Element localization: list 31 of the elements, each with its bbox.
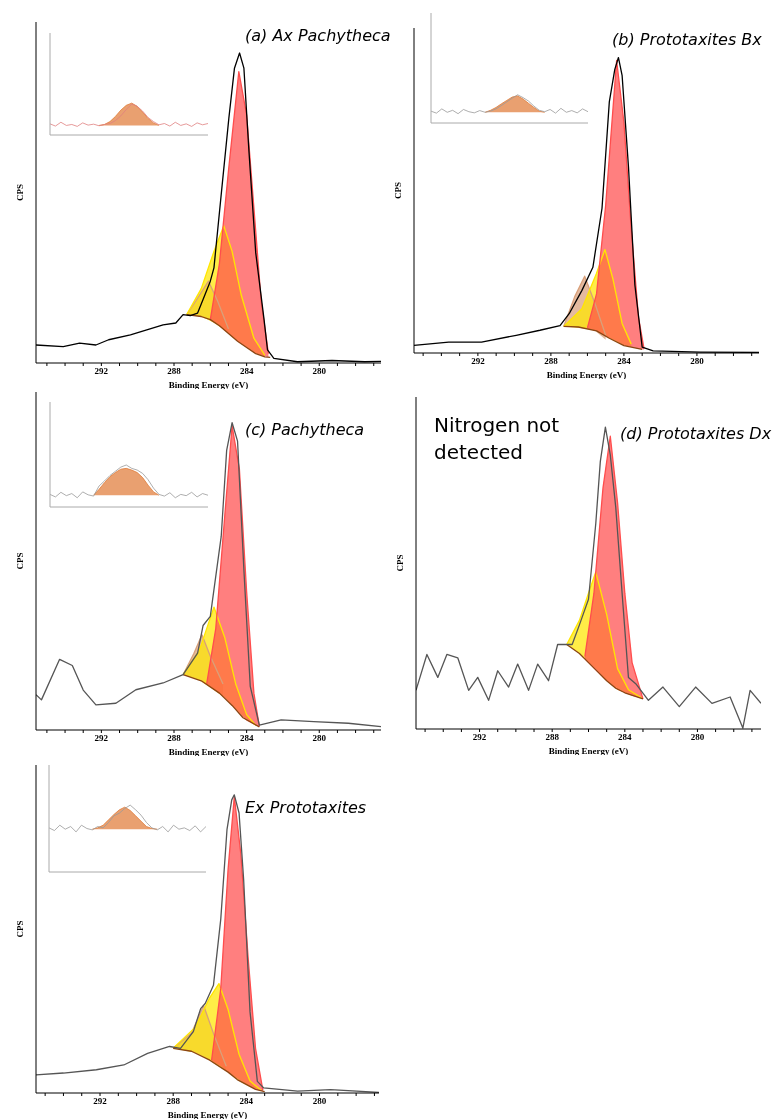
x-tick-label: 280 [312, 1096, 327, 1107]
x-tick-label: 292 [94, 366, 109, 377]
x-tick-label: 284 [239, 733, 254, 744]
x-tick-label: 280 [312, 366, 327, 377]
x-tick-label: 288 [545, 732, 560, 743]
chart-title: (b) Prototaxites Bx [612, 30, 762, 49]
chart-title: (d) Prototaxites Dx [620, 424, 772, 443]
y-axis-title: CPS [15, 183, 26, 202]
chart-title: (c) Pachytheca [245, 420, 365, 439]
x-tick-label: 292 [471, 356, 486, 367]
x-tick-label: 292 [472, 732, 487, 743]
y-axis-title: CPS [15, 920, 26, 938]
x-tick-label: 284 [618, 732, 633, 743]
x-tick-label: 288 [544, 356, 559, 367]
y-axis-title: CPS [15, 552, 26, 570]
x-tick-label: 288 [167, 733, 182, 744]
x-tick-label: 284 [239, 366, 254, 377]
x-tick-label: 284 [617, 356, 632, 367]
x-tick-label: 284 [239, 1096, 254, 1107]
x-tick-label: 288 [166, 1096, 181, 1107]
y-axis-title: CPS [393, 181, 404, 200]
annotation: Nitrogen not detected [434, 412, 561, 466]
chart-title: Ex Prototaxites [245, 798, 367, 817]
x-tick-label: 288 [167, 366, 182, 377]
x-tick-label: 280 [312, 733, 327, 744]
x-tick-label: 292 [93, 1096, 108, 1107]
y-axis-title: CPS [395, 554, 406, 572]
x-tick-label: 280 [690, 732, 705, 743]
x-tick-label: 280 [690, 356, 705, 367]
chart-title: (a) Ax Pachytheca [245, 26, 391, 45]
x-tick-label: 292 [94, 733, 109, 744]
